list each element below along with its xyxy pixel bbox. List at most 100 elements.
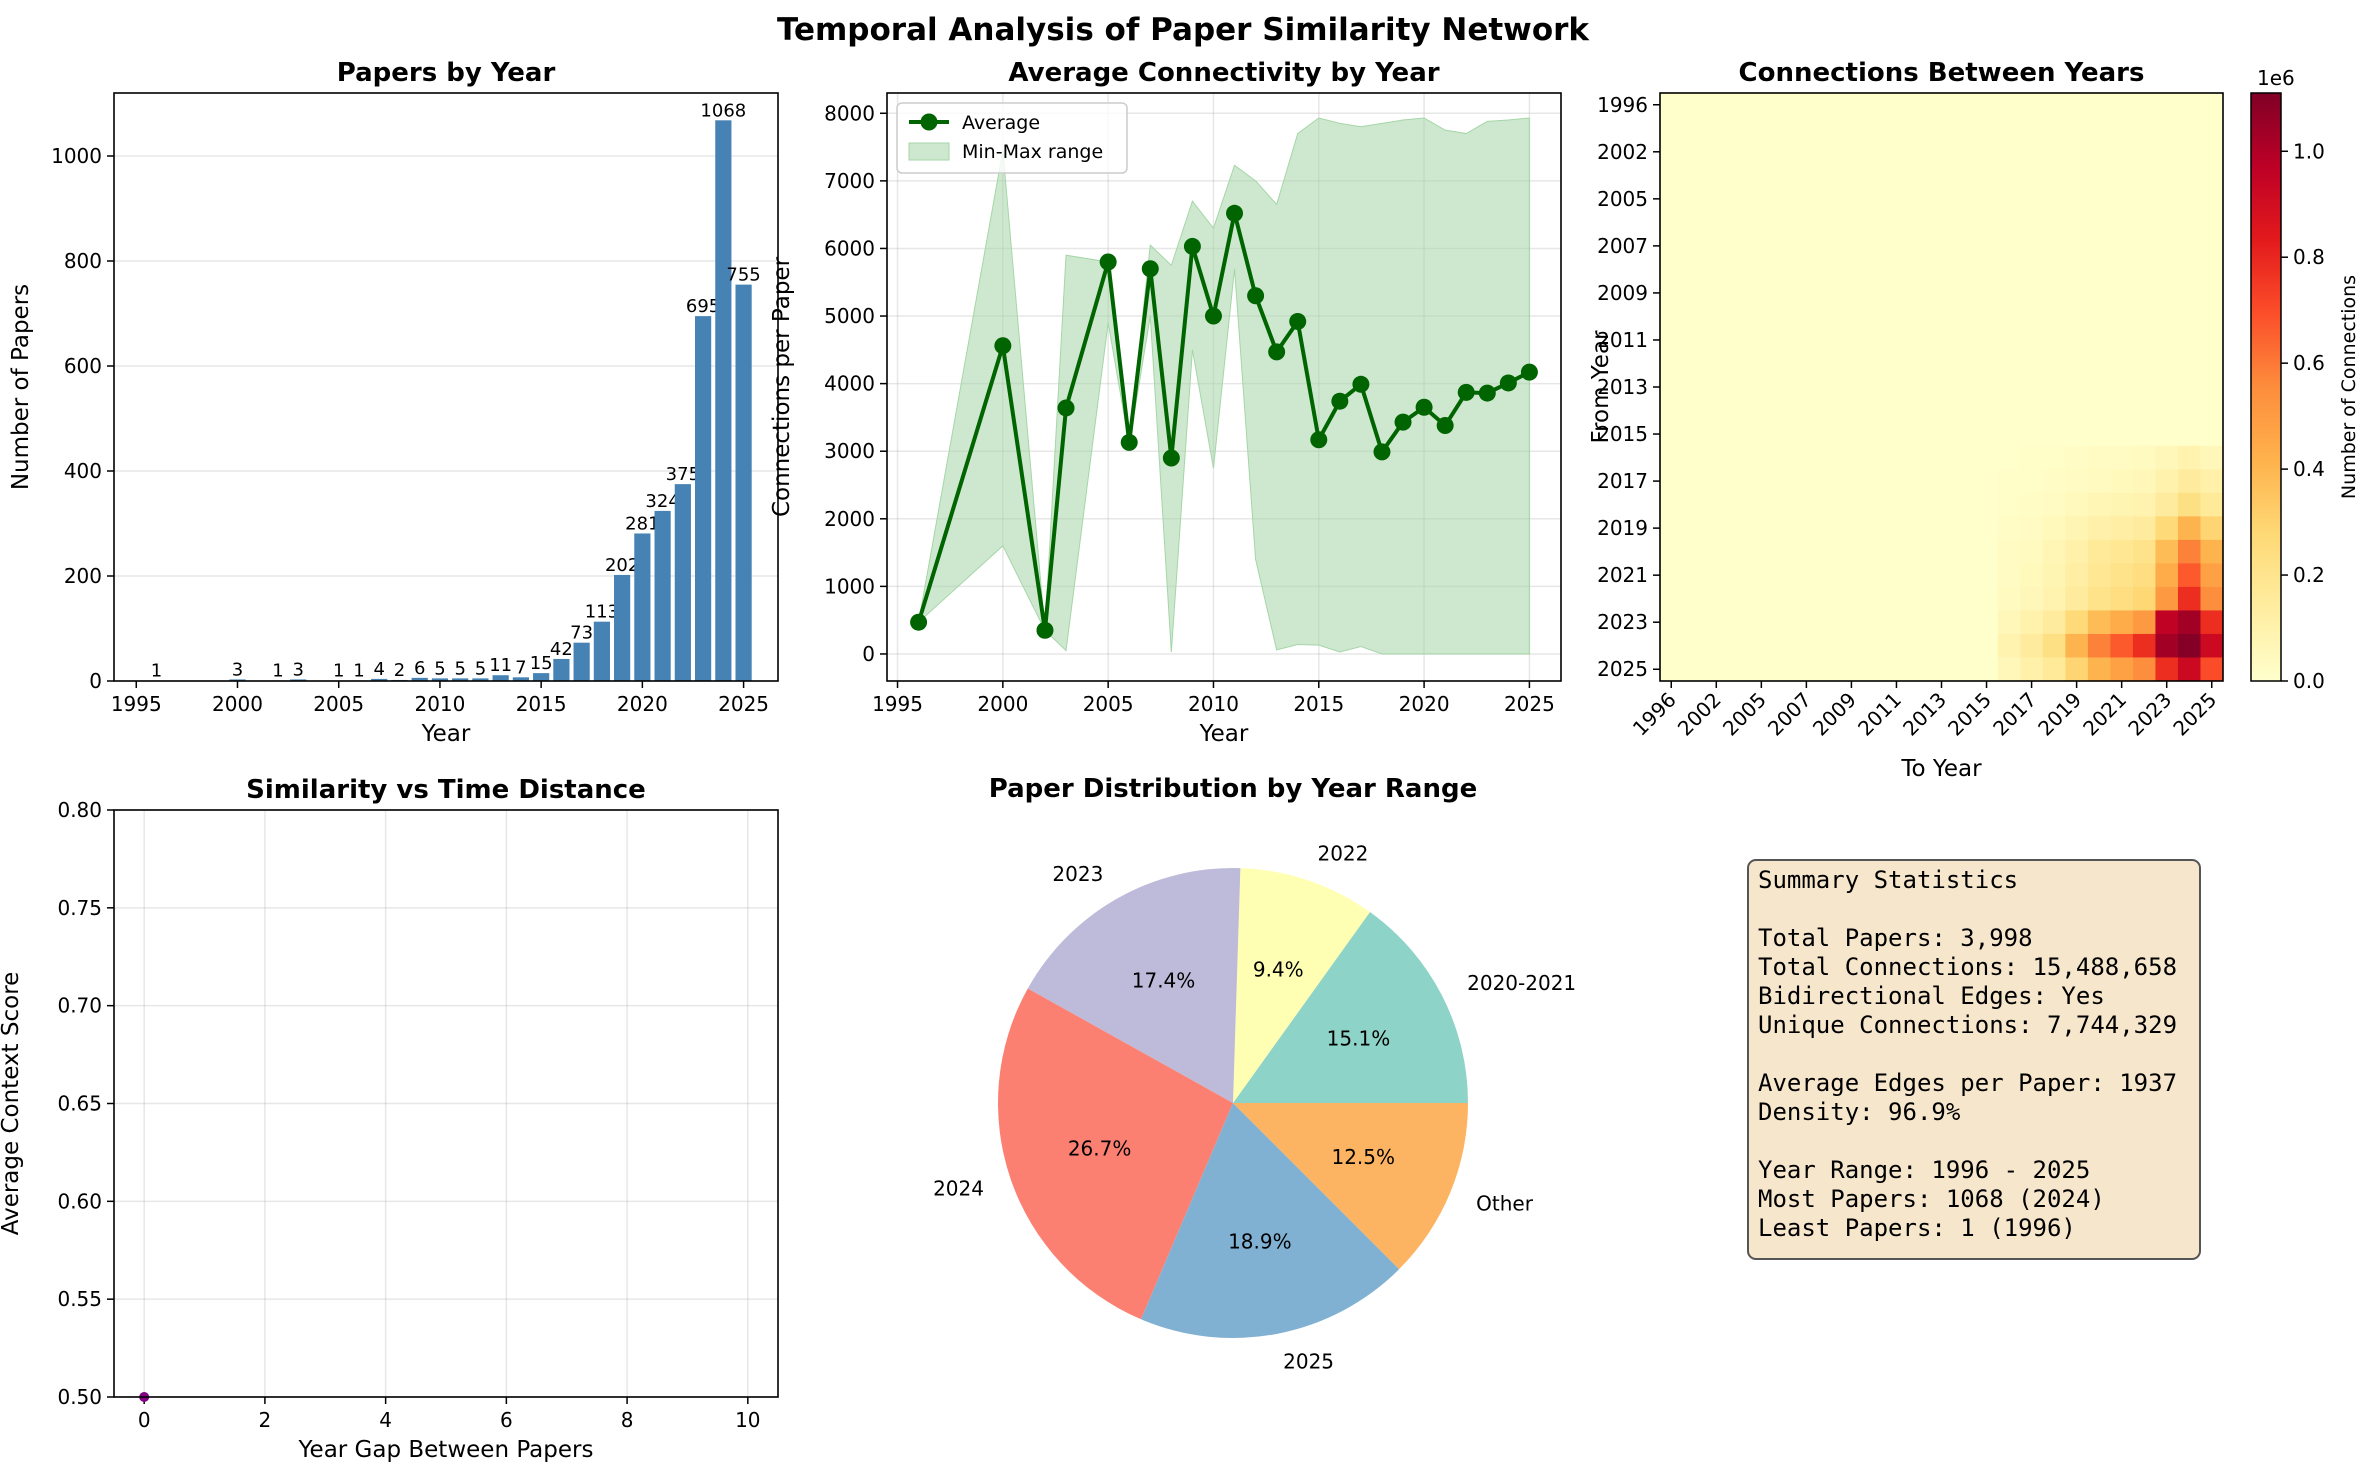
bar-data-label: 3 — [292, 659, 303, 680]
heatmap-cell — [2132, 586, 2156, 611]
y-tick-label: 0 — [862, 642, 875, 666]
heatmap-cell — [2087, 586, 2111, 611]
average-point — [1394, 413, 1412, 431]
y-tick-label: 800 — [64, 249, 102, 273]
pie-slice — [998, 988, 1233, 1320]
heatmap-cell — [2177, 563, 2201, 588]
average-point — [1268, 343, 1286, 361]
y-tick-label: 2019 — [1597, 516, 1648, 540]
y-tick-label: 2023 — [1597, 610, 1648, 634]
bar-data-label: 1068 — [700, 100, 746, 121]
average-point — [1499, 374, 1517, 392]
bar-data-label: 3 — [232, 659, 243, 680]
axes-frame — [886, 92, 1562, 682]
y-tick-label: 8000 — [824, 101, 875, 125]
summary-line: Least Papers: 1 (1996) — [1758, 1214, 2076, 1242]
bar-data-label: 15 — [530, 653, 553, 674]
average-point — [1036, 621, 1054, 639]
summary-line: Summary Statistics — [1758, 866, 2018, 894]
x-tick-label: 0 — [138, 1408, 151, 1432]
bar-data-label: 4 — [373, 659, 384, 680]
x-tick-label: 2005 — [313, 692, 364, 716]
heatmap-cell — [2087, 539, 2111, 564]
x-tick-label: 2011 — [1853, 688, 1906, 741]
y-tick-label: 0.70 — [57, 994, 102, 1018]
bar-data-label: 755 — [726, 265, 760, 286]
heatmap-cell — [1997, 610, 2021, 635]
heatmap-cell — [2020, 586, 2044, 611]
heatmap-cell — [2065, 539, 2089, 564]
bar-data-label: 73 — [570, 623, 593, 644]
bar-data-label: 1 — [151, 660, 162, 681]
colorbar-exponent: 1e6 — [2257, 66, 2295, 90]
bar — [614, 574, 631, 681]
x-tick-label: 2 — [259, 1408, 272, 1432]
heatmap-cell — [2132, 516, 2156, 541]
summary-stats-panel: Summary Statistics Total Papers: 3,998 T… — [1747, 859, 2201, 1260]
colorbar-label: Number of Connections — [2338, 275, 2360, 499]
bar — [654, 510, 671, 681]
y-tick-label: 2000 — [824, 507, 875, 531]
x-tick-label: 1995 — [872, 692, 923, 716]
summary-stats-box — [1747, 859, 2201, 1260]
y-axis-label: Connections per Paper — [769, 256, 795, 517]
chart-title: Average Connectivity by Year — [1008, 58, 1439, 88]
pie-slice — [1027, 868, 1241, 1103]
summary-line: Most Papers: 1068 (2024) — [1758, 1185, 2105, 1213]
bar — [452, 678, 469, 681]
heatmap-cell — [2155, 469, 2179, 494]
pie-slice-label: 2025 — [1283, 1349, 1334, 1373]
pie-pct-label: 15.1% — [1327, 1027, 1391, 1051]
y-tick-label: 600 — [64, 354, 102, 378]
x-axis-label: To Year — [1900, 756, 1982, 782]
average-point — [910, 613, 928, 631]
y-tick-label: 0.60 — [57, 1189, 102, 1213]
x-tick-label: 2020 — [617, 692, 668, 716]
figure-suptitle: Temporal Analysis of Paper Similarity Ne… — [777, 12, 1590, 48]
avg-connectivity-chart: 0 1000 2000 3000 4000 5000 6000 7000 8000 Connect… — [769, 58, 1562, 747]
x-tick-label: 1996 — [1628, 688, 1681, 741]
heatmap-cell — [2020, 492, 2044, 517]
x-tick-label: 2015 — [516, 692, 567, 716]
heatmap-cell — [2200, 492, 2224, 517]
x-tick-label: 2025 — [1504, 692, 1555, 716]
bar — [371, 678, 388, 681]
y-tick-label: 2025 — [1597, 657, 1648, 681]
x-tick-label: 2013 — [1898, 688, 1951, 741]
heatmap-cell — [2200, 516, 2224, 541]
heatmap-cell — [2065, 586, 2089, 611]
x-axis-label: Year — [421, 721, 471, 747]
x-tick-label: 10 — [735, 1408, 760, 1432]
pie-pct-label: 26.7% — [1068, 1137, 1132, 1161]
axes-frame — [113, 92, 779, 682]
y-tick-label: 2013 — [1597, 375, 1648, 399]
average-point — [1162, 449, 1180, 467]
heatmap-cell — [1997, 516, 2021, 541]
y-tick-label: 0.65 — [57, 1092, 102, 1116]
legend-box — [896, 102, 1128, 174]
average-point — [1373, 443, 1391, 461]
heatmap-cell — [2065, 657, 2089, 682]
heatmap-cell — [2132, 657, 2156, 682]
x-tick-label: 1995 — [111, 692, 162, 716]
chart-title: Similarity vs Time Distance — [246, 775, 646, 805]
bar-data-label: 1 — [272, 660, 283, 681]
x-tick-label: 2000 — [212, 692, 263, 716]
heatmap-cell — [2087, 633, 2111, 658]
heatmap-cell — [2132, 539, 2156, 564]
heatmap-cell — [2087, 445, 2111, 470]
x-tick-label: 2017 — [1988, 688, 2041, 741]
heatmap-cell — [2110, 610, 2134, 635]
average-point — [1141, 260, 1159, 278]
heatmap-cell — [2087, 469, 2111, 494]
heatmap-cell — [2110, 516, 2134, 541]
heatmap-cell — [2020, 445, 2044, 470]
x-tick-label: 2010 — [1188, 692, 1239, 716]
bar-data-label: 1 — [333, 660, 344, 681]
heatmap-cell — [1997, 445, 2021, 470]
bar-data-label: 695 — [686, 296, 720, 317]
heatmap-cell — [2020, 539, 2044, 564]
bar — [492, 675, 509, 681]
heatmap-cell — [2177, 633, 2201, 658]
colorbar — [2250, 92, 2282, 682]
